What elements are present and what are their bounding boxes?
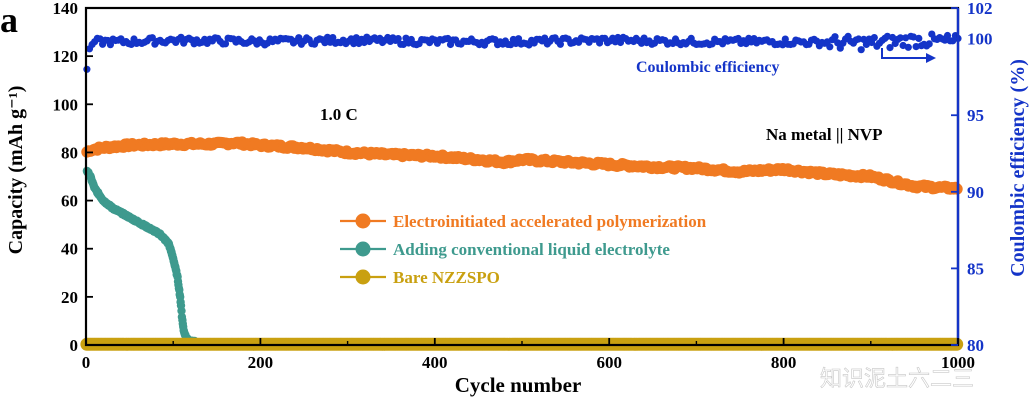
left-tick-label: 60 [61, 192, 78, 211]
legend-label: Adding conventional liquid electrolyte [393, 240, 670, 259]
x-tick-label: 400 [422, 353, 448, 372]
legend-label: Electroinitiated accelerated polymerizat… [393, 212, 707, 231]
ce-point [779, 41, 787, 49]
left-tick-label: 120 [53, 47, 79, 66]
watermark: 知识泥土六二三 [820, 366, 974, 391]
left-tick-label: 140 [53, 0, 79, 18]
left-tick-label: 20 [61, 288, 78, 307]
ce-point [925, 40, 933, 48]
left-tick-label: 80 [61, 143, 78, 162]
right-tick-label: 100 [967, 30, 993, 49]
axis-ticks: 0 200 400 600 800 1000 0 20 40 60 80 100 120 140 80 85 9… [53, 0, 993, 372]
ce-point [514, 35, 523, 43]
ce-point [394, 35, 402, 43]
legend-marker [355, 213, 371, 229]
ce-point [943, 31, 952, 40]
ce-point [826, 43, 834, 51]
ce-point [886, 44, 894, 52]
legend-label: Bare NZZSPO [393, 268, 500, 287]
left-tick-label: 0 [70, 336, 79, 355]
x-tick-label: 600 [596, 353, 622, 372]
right-tick-label: 80 [967, 336, 984, 355]
left-tick-label: 40 [61, 240, 78, 259]
left-axis-title: Capacity (mAh g⁻¹) [5, 86, 27, 255]
ce-point [148, 34, 156, 42]
ce-point [912, 43, 920, 51]
right-tick-label: 85 [967, 259, 984, 278]
series-1 [81, 136, 963, 195]
panel-label: a [0, 0, 18, 40]
ce-point [915, 34, 923, 43]
ce-point [106, 41, 114, 49]
x-tick-label: 1000 [941, 353, 975, 372]
legend-marker [355, 241, 371, 257]
ce-point [321, 39, 329, 47]
right-tick-label: 90 [967, 183, 984, 202]
right-axis-title: Coulombic efficiency (%) [1007, 59, 1029, 277]
ce-point [295, 34, 303, 42]
ce-point [896, 34, 905, 42]
ce-point [221, 40, 230, 48]
rate-annotation: 1.0 C [320, 105, 358, 124]
ce-point [541, 34, 549, 42]
legend-marker [355, 269, 371, 285]
cell-annotation: Na metal || NVP [766, 125, 883, 144]
ce-point [870, 34, 878, 42]
ce-point [556, 40, 565, 48]
left-tick-label: 100 [53, 95, 79, 114]
ce-point [831, 33, 839, 41]
legend: Electroinitiated accelerated polymerizat… [340, 212, 707, 287]
right-tick-label: 95 [967, 106, 984, 125]
ce-point [904, 43, 912, 51]
x-tick-label: 200 [248, 353, 274, 372]
x-tick-label: 0 [82, 353, 91, 372]
x-tick-label: 800 [771, 353, 797, 372]
ce-annotation: Coulombic efficiency [636, 59, 780, 76]
capacity-point [177, 306, 186, 315]
ce-point [350, 40, 358, 48]
ce-point [855, 35, 863, 43]
ce-point [329, 34, 337, 42]
right-tick-label: 102 [967, 0, 993, 18]
series-4 [83, 30, 962, 73]
plot-series [80, 30, 964, 351]
ce-point [857, 46, 865, 54]
x-axis-title: Cycle number [455, 373, 582, 397]
ce-arrow [881, 48, 936, 63]
